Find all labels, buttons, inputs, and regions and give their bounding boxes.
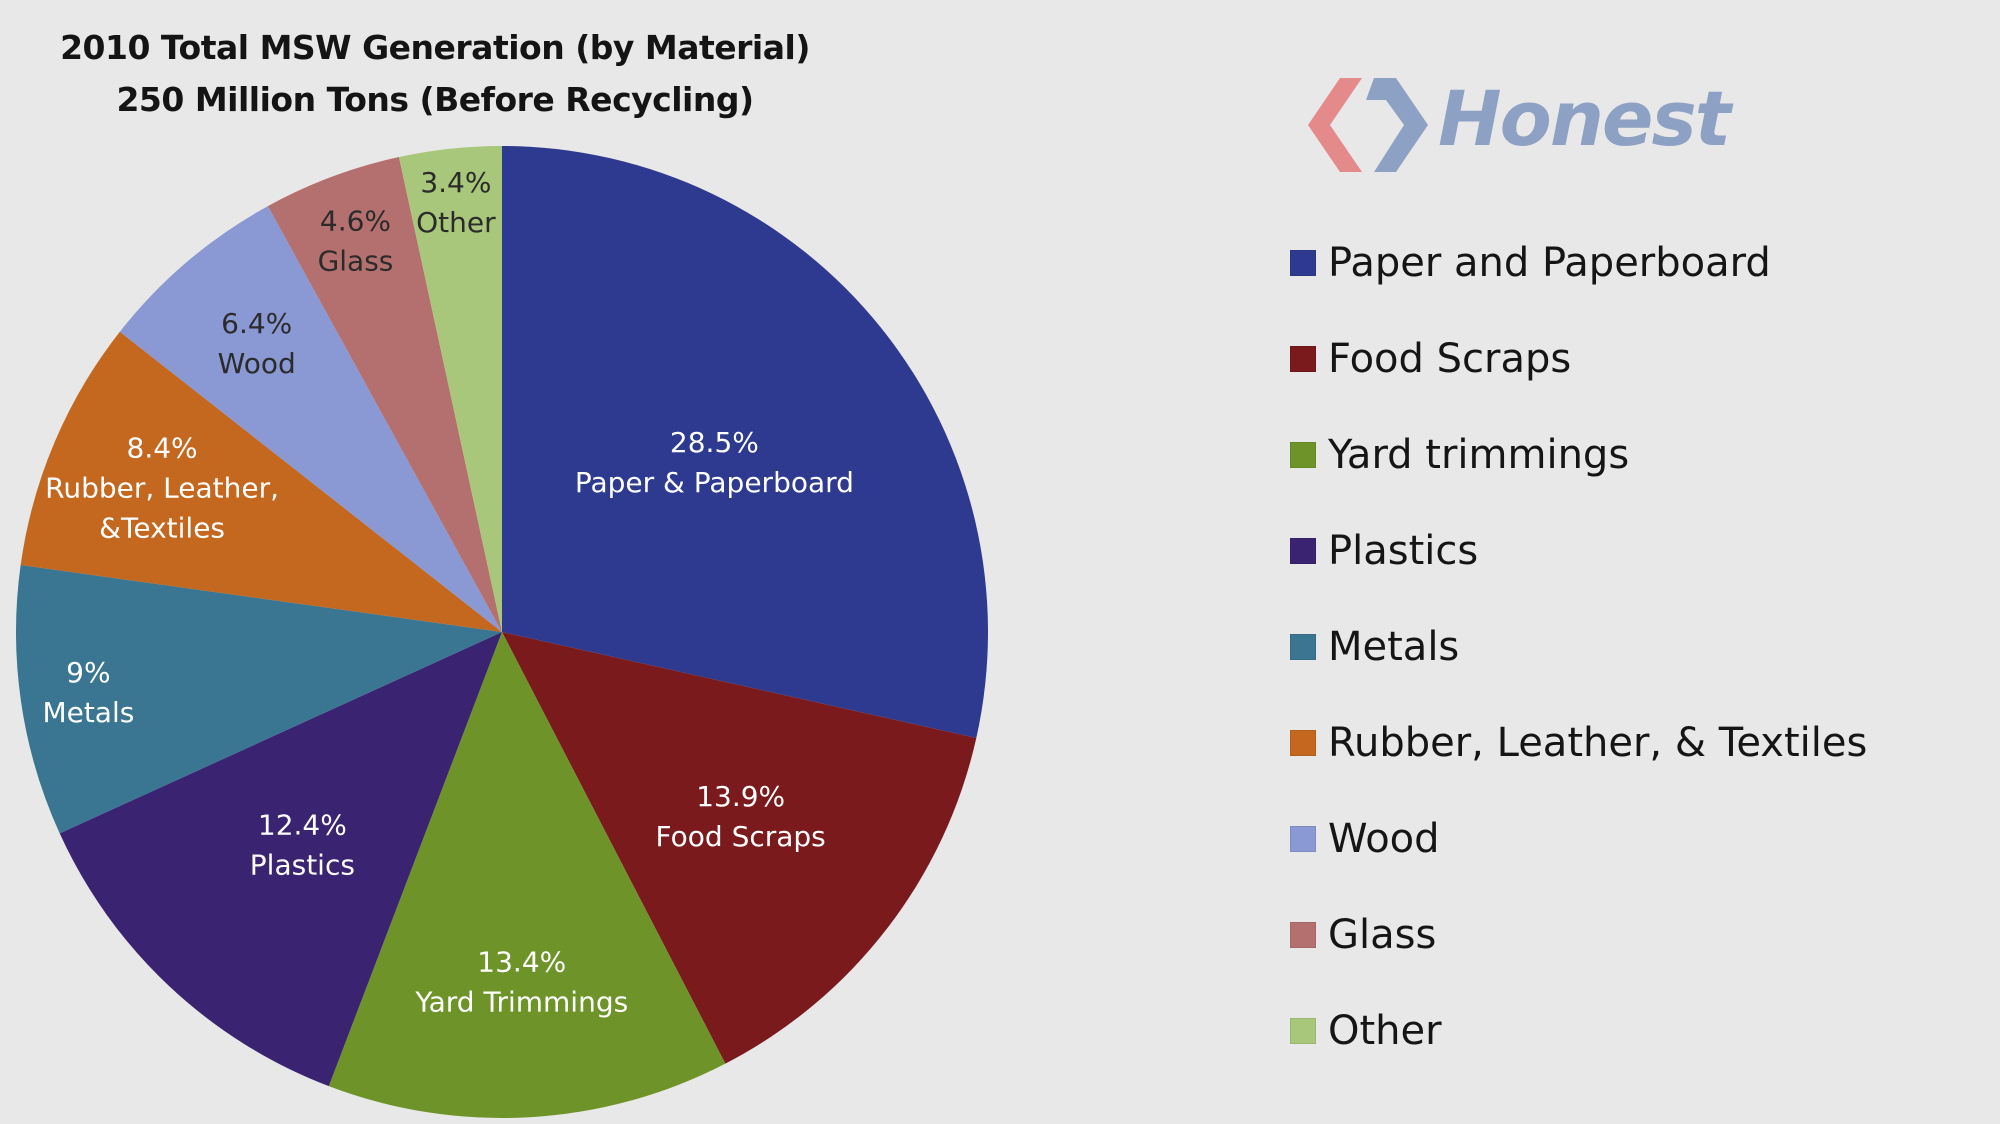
slice-name-label: Glass bbox=[318, 245, 394, 278]
legend-label: Paper and Paperboard bbox=[1328, 240, 1771, 286]
slice-percent-label: 8.4% bbox=[127, 431, 198, 464]
legend-label: Other bbox=[1328, 1008, 1442, 1054]
pie-slice-wood bbox=[119, 206, 502, 632]
legend-swatch bbox=[1290, 442, 1316, 468]
slice-percent-label: 3.4% bbox=[420, 166, 491, 199]
legend-label: Glass bbox=[1328, 912, 1437, 958]
slice-percent-label: 28.5% bbox=[670, 426, 759, 459]
honest-logo-mark bbox=[1308, 78, 1428, 172]
slice-name-label: Wood bbox=[218, 347, 296, 380]
legend-item: Metals bbox=[1290, 624, 1459, 670]
slice-percent-label: 13.9% bbox=[696, 780, 785, 813]
chart-subtitle: 250 Million Tons (Before Recycling) bbox=[116, 80, 754, 119]
legend-item: Wood bbox=[1290, 816, 1440, 862]
slice-percent-label: 9% bbox=[66, 656, 110, 689]
pie-slice-glass bbox=[267, 157, 502, 632]
honest-logo-wordmark: Honest bbox=[1438, 74, 1731, 163]
slice-percent-label: 12.4% bbox=[258, 809, 347, 842]
legend-label: Metals bbox=[1328, 624, 1460, 670]
legend-item: Food Scraps bbox=[1290, 336, 1571, 382]
legend-swatch bbox=[1290, 826, 1316, 852]
slice-name-label: Food Scraps bbox=[656, 820, 826, 853]
legend-swatch bbox=[1290, 730, 1316, 756]
slice-name-label: Metals bbox=[42, 696, 134, 729]
legend-item: Other bbox=[1290, 1008, 1442, 1054]
pie-slice-yard-trimmings bbox=[328, 632, 726, 1118]
legend-item: Rubber, Leather, & Textiles bbox=[1290, 720, 1867, 766]
slice-name-label: Other bbox=[416, 206, 496, 239]
pie-slice-metals bbox=[15, 565, 502, 834]
legend-item: Plastics bbox=[1290, 528, 1478, 574]
legend-item: Paper and Paperboard bbox=[1290, 240, 1771, 286]
legend-item: Yard trimmings bbox=[1290, 432, 1629, 478]
slice-percent-label: 13.4% bbox=[477, 945, 566, 978]
legend-label: Rubber, Leather, & Textiles bbox=[1328, 720, 1868, 766]
pie-slice-paper-and-paperboard bbox=[502, 146, 988, 739]
legend-label: Yard trimmings bbox=[1328, 432, 1630, 478]
legend-label: Plastics bbox=[1328, 528, 1479, 574]
slice-name-label: Rubber, Leather, bbox=[45, 471, 279, 504]
slice-name-label: Yard Trimmings bbox=[414, 985, 628, 1018]
pie-chart: 28.5% Paper & Paperboard 13.9% Food Scraps 1… bbox=[15, 146, 988, 1118]
slice-percent-label: 6.4% bbox=[221, 307, 292, 340]
pie-slice-other bbox=[398, 146, 502, 632]
pie-slice-plastics bbox=[59, 632, 502, 1087]
legend-item: Glass bbox=[1290, 912, 1436, 958]
slice-percent-label: 4.6% bbox=[320, 205, 391, 238]
pie-slice-rubber-leather-textiles bbox=[20, 331, 503, 632]
legend-swatch bbox=[1290, 538, 1316, 564]
legend-swatch bbox=[1290, 922, 1316, 948]
honest-logo: Honest bbox=[1300, 70, 1800, 180]
slice-name-label: Paper & Paperboard bbox=[575, 466, 854, 499]
legend-swatch bbox=[1290, 346, 1316, 372]
chart-title: 2010 Total MSW Generation (by Material) bbox=[60, 28, 810, 67]
pie-slice-food-scraps bbox=[502, 632, 977, 1064]
legend-label: Food Scraps bbox=[1328, 336, 1572, 382]
legend-swatch bbox=[1290, 634, 1316, 660]
legend-swatch bbox=[1290, 1018, 1316, 1044]
legend-swatch bbox=[1290, 250, 1316, 276]
slice-name-label: &Textiles bbox=[99, 511, 225, 544]
legend-label: Wood bbox=[1328, 816, 1440, 862]
slice-name-label: Plastics bbox=[250, 849, 355, 882]
